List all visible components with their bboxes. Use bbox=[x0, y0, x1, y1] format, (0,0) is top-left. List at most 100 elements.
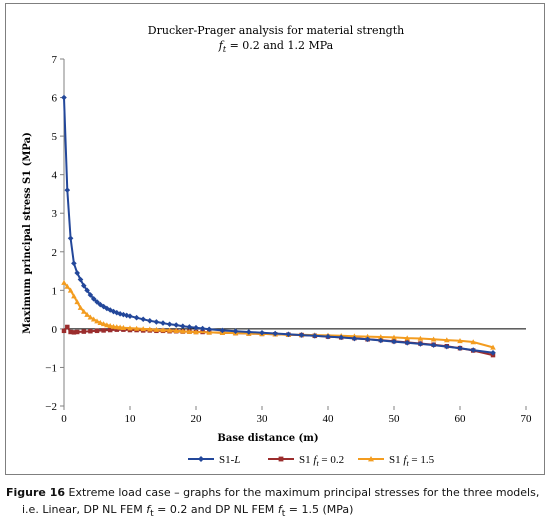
data-point bbox=[77, 276, 84, 283]
data-point bbox=[71, 293, 77, 299]
data-point bbox=[81, 308, 87, 314]
data-point bbox=[61, 279, 67, 285]
data-point bbox=[298, 332, 305, 338]
data-point bbox=[67, 287, 74, 293]
data-point bbox=[67, 235, 74, 242]
data-point bbox=[219, 327, 226, 334]
data-point bbox=[94, 318, 100, 324]
data-point bbox=[81, 282, 87, 289]
x-tick-label: 10 bbox=[125, 413, 137, 425]
caption-line2-c: = 1.5 (MPa) bbox=[285, 503, 354, 516]
data-point bbox=[364, 336, 371, 343]
data-point bbox=[278, 456, 284, 462]
data-point bbox=[64, 283, 71, 289]
data-point bbox=[77, 304, 84, 310]
data-point bbox=[166, 321, 173, 328]
legend: S1-L S1 ft = 0.2 S1 ft = 1.5 bbox=[188, 454, 435, 468]
y-tick-label: 5 bbox=[52, 131, 58, 143]
data-point bbox=[84, 311, 90, 317]
data-point bbox=[101, 328, 106, 333]
data-point bbox=[64, 187, 71, 193]
caption-line2-b: = 0.2 and DP NL FEM bbox=[153, 503, 278, 516]
data-point bbox=[364, 333, 371, 339]
caption-sym-2: f bbox=[277, 503, 282, 516]
data-point bbox=[457, 345, 463, 351]
data-point bbox=[160, 320, 166, 326]
y-tick-label: −1 bbox=[45, 362, 57, 374]
data-point bbox=[186, 324, 193, 330]
data-point bbox=[199, 325, 206, 332]
chart: Drucker-Prager analysis for material str… bbox=[22, 24, 532, 468]
data-point bbox=[180, 323, 186, 329]
data-point bbox=[272, 330, 278, 337]
data-point bbox=[206, 329, 212, 335]
data-point bbox=[193, 329, 199, 335]
title-symbol: f bbox=[218, 39, 225, 52]
data-point bbox=[246, 329, 252, 335]
data-point bbox=[259, 329, 265, 336]
y-tick-label: 7 bbox=[52, 54, 58, 66]
data-point bbox=[470, 339, 476, 345]
data-point bbox=[110, 308, 117, 315]
data-point bbox=[71, 260, 77, 267]
chart-title-line2: ft = 0.2 and 1.2 MPa bbox=[218, 39, 334, 54]
data-point bbox=[173, 328, 179, 334]
data-point bbox=[351, 335, 358, 342]
data-point bbox=[147, 326, 153, 332]
caption-label: Figure 16 bbox=[6, 486, 66, 499]
data-point bbox=[114, 324, 120, 330]
data-point bbox=[74, 270, 80, 276]
caption-line1: Extreme load case – graphs for the maxim… bbox=[65, 486, 540, 499]
data-point bbox=[107, 323, 113, 329]
data-point bbox=[107, 327, 113, 333]
chart-frame: Drucker-Prager analysis for material str… bbox=[5, 3, 545, 475]
data-point bbox=[338, 334, 344, 341]
caption-line2: i.e. Linear, DP NL FEM f t = 0.2 and DP N… bbox=[6, 501, 546, 522]
data-point bbox=[127, 313, 133, 319]
x-tick-label: 70 bbox=[521, 413, 533, 425]
data-point bbox=[74, 329, 80, 335]
data-point bbox=[87, 292, 94, 298]
data-point bbox=[110, 323, 117, 329]
legend-label: S1-L bbox=[219, 454, 240, 466]
data-point bbox=[325, 333, 331, 340]
data-point bbox=[444, 337, 450, 343]
x-tick-label: 0 bbox=[61, 413, 67, 425]
series-1 bbox=[61, 324, 496, 358]
data-point bbox=[84, 287, 90, 294]
title-subscript: t bbox=[223, 45, 227, 54]
data-point bbox=[378, 334, 384, 340]
x-tick-label: 40 bbox=[323, 413, 335, 425]
legend-item: S1 ft = 0.2 bbox=[268, 454, 344, 468]
data-point bbox=[81, 329, 87, 334]
y-tick-label: 0 bbox=[52, 324, 58, 336]
data-point bbox=[147, 317, 153, 324]
data-point bbox=[65, 324, 70, 330]
data-point bbox=[417, 335, 424, 341]
data-point bbox=[404, 335, 410, 341]
legend-item: S1 ft = 1.5 bbox=[358, 454, 435, 468]
x-tick-label: 20 bbox=[191, 413, 203, 425]
data-point bbox=[61, 328, 67, 334]
legend-label: S1 ft = 1.5 bbox=[389, 454, 435, 468]
data-point bbox=[193, 324, 199, 331]
figure-caption: Figure 16 Extreme load case – graphs for… bbox=[6, 484, 546, 522]
data-point bbox=[470, 347, 476, 353]
data-point bbox=[153, 319, 160, 325]
y-axis-label: Maximum principal stress S1 (MPa) bbox=[22, 132, 33, 334]
legend-label: S1 ft = 0.2 bbox=[299, 454, 344, 468]
caption-line2-a: i.e. Linear, DP NL FEM bbox=[22, 503, 147, 516]
data-point bbox=[457, 338, 463, 344]
data-point bbox=[133, 314, 140, 321]
data-point bbox=[100, 321, 107, 327]
data-point bbox=[140, 326, 146, 332]
legend-item: S1-L bbox=[188, 454, 240, 466]
data-point bbox=[61, 94, 67, 101]
data-point bbox=[312, 333, 318, 339]
data-point bbox=[94, 328, 100, 334]
y-tick-label: 4 bbox=[52, 170, 58, 182]
caption-sub-1: t bbox=[150, 508, 154, 520]
data-point bbox=[391, 338, 397, 345]
data-point bbox=[87, 314, 94, 320]
